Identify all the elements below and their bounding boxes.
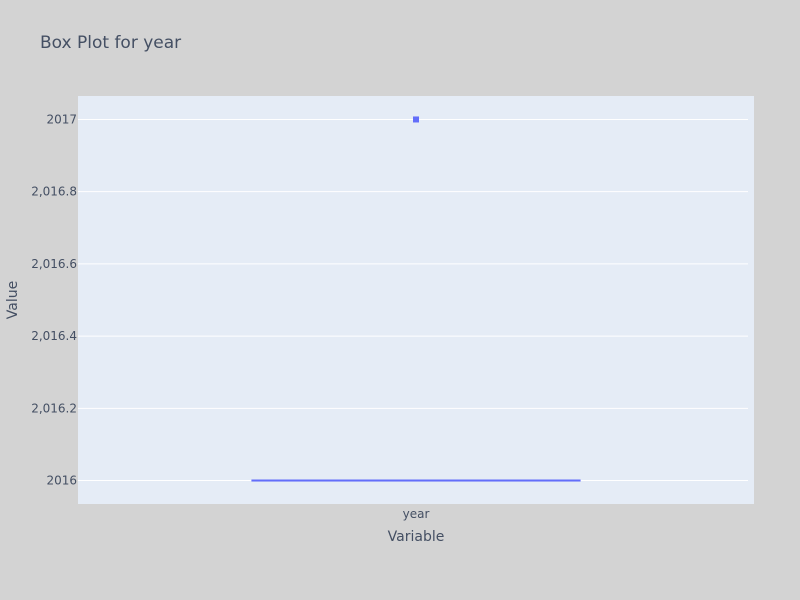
y-tick-label: 2,016.4 <box>31 329 77 343</box>
box-traces[interactable] <box>251 116 581 482</box>
y-tick-label: 2,016.2 <box>31 401 77 415</box>
y-axis-title: Value <box>5 281 21 319</box>
y-tick-label: 2,016.6 <box>31 257 77 271</box>
plot-area <box>78 96 754 504</box>
y-axis-ticks: 2016 2,016.2 2,016.4 2,016.6 2,016.8 2017 <box>31 112 77 487</box>
x-axis-ticks: year <box>403 507 430 521</box>
outlier-point[interactable] <box>413 116 419 123</box>
y-tick-label: 2,016.8 <box>31 185 77 199</box>
y-tick-label: 2016 <box>46 474 77 488</box>
x-tick-label: year <box>403 507 430 521</box>
y-tick-label: 2017 <box>46 112 77 126</box>
chart-title: Box Plot for year <box>40 33 182 53</box>
x-axis-title: Variable <box>388 529 445 545</box>
